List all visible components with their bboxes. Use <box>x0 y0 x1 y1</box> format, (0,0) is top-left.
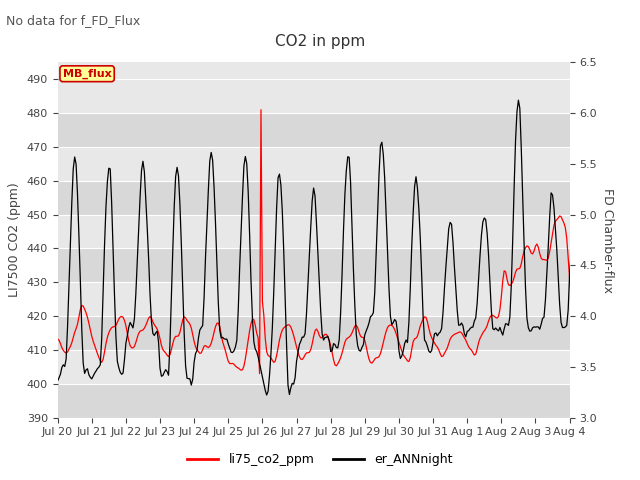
Text: MB_flux: MB_flux <box>63 69 111 79</box>
Bar <box>58 316 570 350</box>
Bar <box>58 350 570 384</box>
Text: No data for f_FD_Flux: No data for f_FD_Flux <box>6 14 141 27</box>
Y-axis label: LI7500 CO2 (ppm): LI7500 CO2 (ppm) <box>8 182 21 298</box>
Bar <box>58 147 570 181</box>
Legend: li75_co2_ppm, er_ANNnight: li75_co2_ppm, er_ANNnight <box>182 448 458 471</box>
Bar <box>58 79 570 113</box>
Bar <box>58 113 570 147</box>
Y-axis label: FD Chamber-flux: FD Chamber-flux <box>601 188 614 292</box>
Bar <box>58 181 570 215</box>
Bar <box>58 215 570 249</box>
Bar <box>58 384 570 418</box>
Bar <box>58 249 570 282</box>
Text: CO2 in ppm: CO2 in ppm <box>275 34 365 48</box>
Bar <box>58 282 570 316</box>
